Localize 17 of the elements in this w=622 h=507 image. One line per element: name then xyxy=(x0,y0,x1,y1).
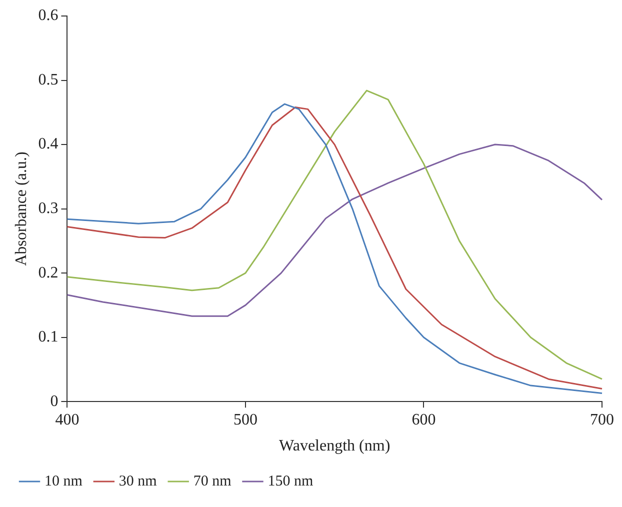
x-axis-title: Wavelength (nm) xyxy=(279,438,390,455)
y-tick-label: 0.2 xyxy=(38,264,58,282)
x-tick-label: 400 xyxy=(55,411,80,428)
y-tick-label: 0.6 xyxy=(38,7,58,24)
legend-label: 150 nm xyxy=(268,473,314,490)
y-tick-label: 0.1 xyxy=(38,328,58,346)
y-axis-title: Absorbance (a.u.) xyxy=(12,152,30,266)
y-tick-label: 0.5 xyxy=(38,71,58,88)
y-tick-label: 0.4 xyxy=(38,136,58,153)
x-tick-label: 600 xyxy=(412,411,436,428)
y-tick-label: 0.3 xyxy=(38,200,58,218)
legend-label: 10 nm xyxy=(44,473,83,490)
legend-label: 30 nm xyxy=(118,473,158,490)
x-tick-label: 700 xyxy=(590,411,614,428)
y-tick-label: 0 xyxy=(50,392,58,410)
x-tick-label: 500 xyxy=(233,411,258,428)
legend-label: 70 nm xyxy=(193,473,232,490)
